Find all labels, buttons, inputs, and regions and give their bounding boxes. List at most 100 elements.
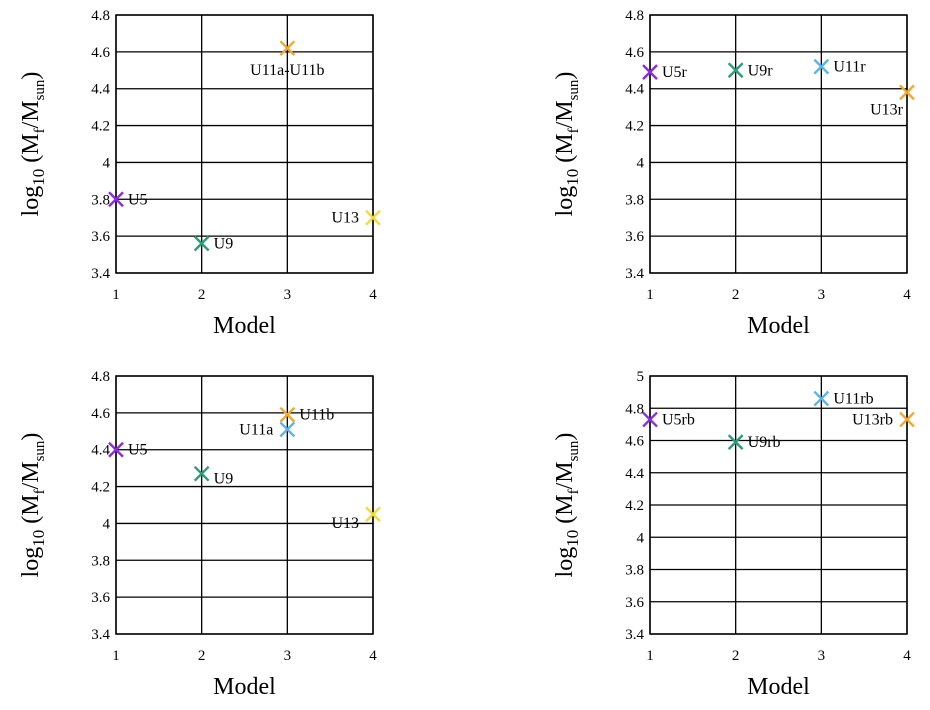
x-axis-label: Model (747, 313, 810, 339)
data-point-u11a-u11b (279, 40, 296, 57)
y-axis-label-part: (M (18, 494, 44, 529)
y-tick-label: 3.8 (91, 192, 110, 208)
chart-panel-3: 3.4 3.6 3.8 4 4.2 4.4 4.6 4.8 1 2 3 4 Model log10 (Mf… (18, 369, 381, 700)
y-tick-label: 4.2 (625, 119, 644, 135)
y-tick-label: 5 (637, 369, 645, 385)
point-label-u9: U9 (214, 471, 234, 488)
data-point-u5r (642, 64, 658, 80)
chart-panel-4: 3.4 3.6 3.8 4 4.2 4.4 4.6 4.8 5 1 2 3 4 Model log10 (M… (552, 369, 915, 700)
data-point-u13r (899, 84, 915, 101)
y-axis-label-part: f (566, 128, 582, 133)
y-tick-label: 4.4 (91, 443, 110, 459)
y-tick-label: 4.8 (91, 8, 110, 24)
y-tick-label: 3.8 (91, 553, 110, 569)
y-axis-label-part: log (18, 186, 44, 217)
x-axis-label: Model (747, 674, 810, 700)
y-tick-label: 3.6 (625, 229, 644, 245)
data-point-u5rb (642, 411, 658, 428)
y-tick-label: 4.4 (625, 82, 644, 98)
point-label-u9r: U9r (748, 62, 774, 79)
y-axis-label-part: sun (566, 440, 582, 461)
y-tick-label: 4.2 (91, 480, 110, 496)
point-label-u13rb: U13rb (852, 412, 893, 429)
point-label-u11a-u11b: U11a-U11b (250, 62, 324, 79)
chart-panel-2: 3.4 3.6 3.8 4 4.2 4.4 4.6 4.8 1 2 3 4 Model log10 (Mf… (552, 8, 915, 339)
x-tick-label: 1 (112, 287, 120, 303)
y-axis-label-part: sun (566, 79, 582, 100)
y-axis-label-part: ) (552, 72, 578, 80)
y-tick-label: 4.6 (91, 45, 110, 61)
point-label-u13: U13 (331, 515, 359, 532)
y-tick-label: 3.8 (625, 192, 644, 208)
x-tick-label: 2 (198, 287, 206, 303)
y-axis-label-part: log (552, 547, 578, 578)
point-label-u11r: U11r (833, 59, 866, 76)
y-axis-label: log10 (Mf/Msun) (18, 72, 48, 217)
y-tick-label: 3.4 (625, 627, 644, 643)
y-tick-label: 4.8 (625, 8, 644, 24)
y-axis-label-part: /M (18, 461, 44, 489)
y-axis-label-part: sun (32, 79, 48, 100)
point-label-u9rb: U9rb (748, 434, 781, 451)
y-axis-label-part: /M (18, 100, 44, 128)
data-point-u11r (813, 58, 830, 75)
plot-frame (115, 14, 374, 274)
point-label-u13r: U13r (870, 101, 904, 118)
y-tick-label: 3.6 (91, 590, 110, 606)
y-tick-label: 3.6 (91, 229, 110, 245)
data-point-u13rb (899, 411, 915, 428)
x-axis-label: Model (213, 674, 276, 700)
x-tick-label: 4 (369, 287, 377, 303)
x-tick-label: 3 (818, 648, 826, 664)
x-tick-label: 3 (818, 287, 826, 303)
y-axis-label-part: (M (552, 494, 578, 529)
y-axis-label-part: (M (552, 133, 578, 168)
y-axis-label-part: 10 (29, 169, 48, 186)
x-axis-label: Model (213, 313, 276, 339)
data-point-u11b (279, 406, 296, 423)
point-label-u13: U13 (331, 210, 359, 227)
data-point-u5 (108, 191, 124, 208)
y-axis-label-part: (M (18, 133, 44, 168)
y-axis-label-part: /M (552, 100, 578, 128)
point-label-u5: U5 (128, 191, 148, 208)
x-tick-label: 4 (369, 648, 377, 664)
x-tick-label: 3 (284, 648, 292, 664)
y-axis-label-part: 10 (563, 530, 582, 547)
point-label-u5: U5 (128, 442, 148, 459)
x-tick-label: 1 (646, 287, 654, 303)
y-tick-label: 3.6 (625, 595, 644, 611)
data-point-u13 (365, 209, 381, 226)
point-label-u11a: U11a (239, 421, 273, 438)
y-tick-label: 4 (103, 516, 111, 532)
data-point-u9 (193, 235, 210, 252)
y-tick-label: 4 (103, 155, 111, 171)
data-point-u11rb (813, 390, 830, 407)
y-tick-label: 4 (637, 155, 645, 171)
y-axis-label-part: f (566, 489, 582, 494)
y-axis-label-part: ) (18, 433, 44, 441)
x-tick-label: 1 (646, 648, 654, 664)
x-tick-label: 3 (284, 287, 292, 303)
y-tick-label: 3.4 (625, 266, 644, 282)
point-label-u5rb: U5rb (662, 412, 695, 429)
x-tick-label: 4 (903, 287, 911, 303)
point-label-u11rb: U11rb (833, 391, 873, 408)
y-axis-label: log10 (Mf/Msun) (552, 72, 582, 217)
y-axis-label-part: f (32, 489, 48, 494)
plot-frame (649, 375, 908, 635)
plot-frame (649, 14, 908, 274)
data-point-u13 (365, 506, 381, 523)
y-tick-label: 3.8 (625, 563, 644, 579)
y-tick-label: 3.4 (91, 266, 110, 282)
point-label-u5r: U5r (662, 64, 688, 81)
y-tick-label: 4.8 (625, 401, 644, 417)
y-tick-label: 4 (637, 530, 645, 546)
y-tick-label: 4.4 (625, 466, 644, 482)
data-point-u9 (193, 465, 210, 482)
y-tick-label: 4.8 (91, 369, 110, 385)
x-tick-label: 1 (112, 648, 120, 664)
y-axis-label-part: /M (552, 461, 578, 489)
y-axis-label-part: f (32, 128, 48, 133)
